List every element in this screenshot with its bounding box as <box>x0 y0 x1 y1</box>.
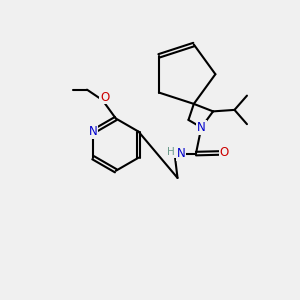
Text: N: N <box>197 121 206 134</box>
Text: H: H <box>167 147 175 157</box>
Text: O: O <box>220 146 229 160</box>
Text: O: O <box>100 91 110 103</box>
Text: N: N <box>89 125 98 138</box>
Text: N: N <box>177 147 185 160</box>
